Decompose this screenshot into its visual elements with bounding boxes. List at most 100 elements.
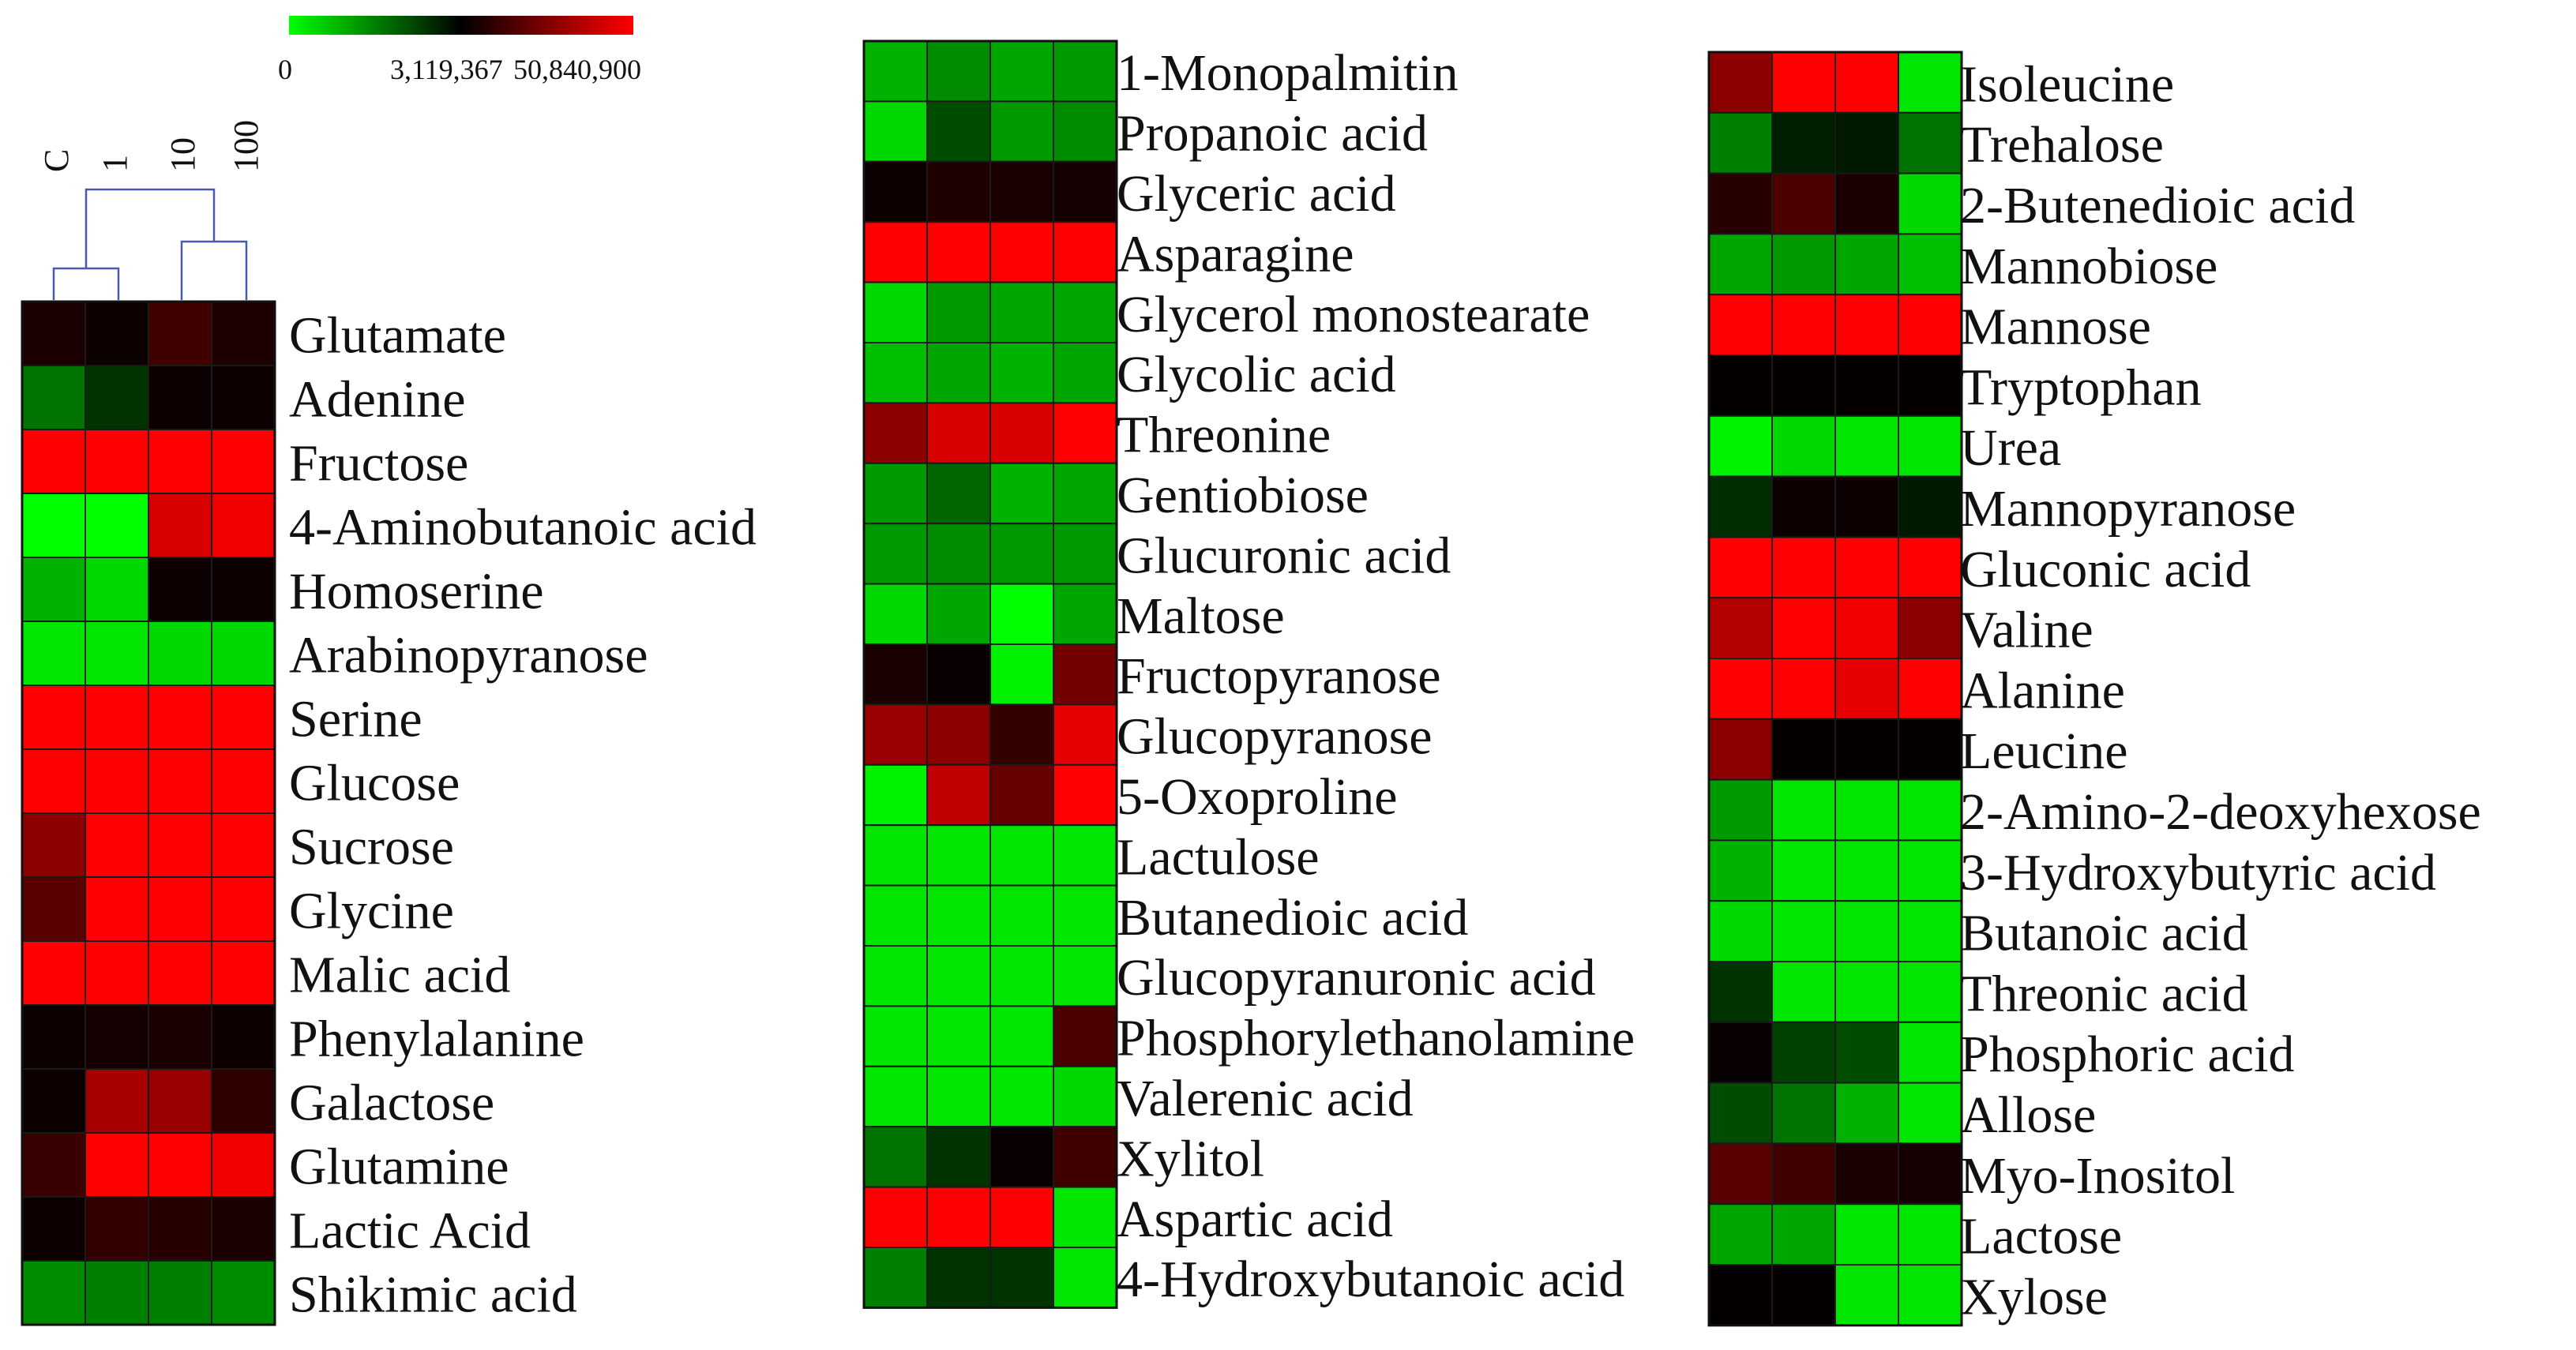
- heatmap-cell-urea-10: [1834, 414, 1899, 478]
- heatmap-cell-alanine-100: [1898, 658, 1962, 720]
- heatmap-cell-shikimic-acid-10: [148, 1260, 212, 1326]
- heatmap-cell-alanine-1: [1771, 658, 1836, 720]
- heatmap-cell-glycerol-monostearate-c: [863, 281, 928, 344]
- heatmap-cell-1-monopalmitin-1: [926, 40, 991, 103]
- heatmap-cell-threonine-100: [1053, 402, 1117, 464]
- heatmap-cell-serine-c: [21, 684, 86, 750]
- row-label-phenylalanine: Phenylalanine: [289, 1011, 584, 1068]
- heatmap-cell-xylitol-100: [1053, 1126, 1117, 1188]
- row-label-asparagine: Asparagine: [1117, 225, 1354, 283]
- heatmap-cell-phosphorylethanolamine-100: [1053, 1005, 1117, 1067]
- heatmap-cell-3-hydroxybutyric-acid-10: [1834, 839, 1899, 902]
- heatmap-cell-glycine-10: [148, 876, 212, 942]
- heatmap-cell-gluconic-acid-100: [1898, 536, 1962, 599]
- heatmap-cell-glycine-100: [211, 876, 276, 942]
- row-label-isoleucine: Isoleucine: [1960, 55, 2174, 113]
- heatmap-cell-xylose-10: [1834, 1264, 1899, 1326]
- heatmap-cell-gentiobiose-1: [926, 462, 991, 525]
- heatmap-cell-myo-inositol-1: [1771, 1142, 1836, 1206]
- heatmap-cell-fructose-10: [148, 429, 212, 494]
- heatmap-cell-galactose-1: [84, 1068, 149, 1134]
- heatmap-cell-glucopyranuronic-acid-10: [989, 945, 1054, 1007]
- heatmap-cell-alanine-10: [1834, 658, 1899, 720]
- row-label-glucopyranose: Glucopyranose: [1117, 708, 1433, 766]
- heatmap-cell-valine-10: [1834, 597, 1899, 660]
- heatmap-cell-butanedioic-acid-100: [1053, 884, 1117, 947]
- heatmap-cell-gluconic-acid-10: [1834, 536, 1899, 599]
- heatmap-cell-2-butenedioic-acid-100: [1898, 172, 1962, 235]
- row-label-butanoic-acid: Butanoic acid: [1960, 905, 2248, 962]
- heatmap-cell-adenine-10: [148, 365, 212, 430]
- heatmap-panel-1: Glutamate Adenine Fructose 4-Aminobutanoic …: [21, 300, 757, 1326]
- heatmap-cell-mannopyranose-100: [1898, 475, 1962, 538]
- row-label-serine: Serine: [289, 691, 422, 748]
- heatmap-cell-glucuronic-acid-10: [989, 523, 1054, 585]
- heatmap-cell-leucine-100: [1898, 718, 1962, 781]
- heatmap-cell-glucopyranuronic-acid-100: [1053, 945, 1117, 1007]
- heatmap-cell-tryptophan-10: [1834, 354, 1899, 417]
- heatmap-cell-myo-inositol-c: [1708, 1142, 1773, 1206]
- heatmap-cell-tryptophan-100: [1898, 354, 1962, 417]
- heatmap-cell-4-aminobutanoic-acid-10: [148, 493, 212, 558]
- heatmap-cell-fructopyranose-c: [863, 643, 928, 706]
- row-label-shikimic-acid: Shikimic acid: [289, 1266, 577, 1324]
- heatmap-cell-1-monopalmitin-10: [989, 40, 1054, 103]
- row-label-3-hydroxybutyric-acid: 3-Hydroxybutyric acid: [1960, 844, 2436, 902]
- heatmap-cell-glucose-c: [21, 748, 86, 814]
- row-label-maltose: Maltose: [1117, 587, 1285, 645]
- colorbar-tick-max: 50,840,900: [513, 54, 641, 85]
- heatmap-cell-isoleucine-1: [1771, 51, 1836, 114]
- heatmap-cell-butanoic-acid-1: [1771, 900, 1836, 962]
- heatmap-cell-phenylalanine-c: [21, 1004, 86, 1070]
- row-label-arabinopyranose: Arabinopyranose: [289, 627, 648, 684]
- row-label-allose: Allose: [1960, 1086, 2096, 1144]
- column-label-100: 100: [227, 120, 265, 172]
- row-label-valine: Valine: [1960, 602, 2093, 659]
- row-label-trehalose: Trehalose: [1960, 116, 2164, 174]
- heatmap-cell-xylitol-1: [926, 1126, 991, 1188]
- heatmap-cell-glucopyranose-c: [863, 703, 928, 766]
- heatmap-cell-mannose-100: [1898, 294, 1962, 357]
- heatmap-cell-glycine-1: [84, 876, 149, 942]
- row-label-lactic-acid: Lactic Acid: [289, 1202, 531, 1260]
- dendrogram: [52, 188, 248, 300]
- row-label-valerenic-acid: Valerenic acid: [1117, 1070, 1414, 1127]
- heatmap-cell-asparagine-c: [863, 221, 928, 283]
- heatmap-cell-valine-100: [1898, 597, 1962, 660]
- heatmap-cell-allose-c: [1708, 1082, 1773, 1145]
- heatmap-cell-maltose-100: [1053, 583, 1117, 645]
- row-label-urea: Urea: [1960, 419, 2061, 477]
- heatmap-cell-2-butenedioic-acid-c: [1708, 172, 1773, 235]
- heatmap-cell-4-hydroxybutanoic-acid-100: [1053, 1247, 1117, 1309]
- heatmap-cell-tryptophan-c: [1708, 354, 1773, 417]
- heatmap-cell-threonic-acid-1: [1771, 961, 1836, 1023]
- column-label-c: C: [37, 149, 76, 172]
- heatmap-cell-propanoic-acid-10: [989, 100, 1054, 163]
- heatmap-cell-glucose-100: [211, 748, 276, 814]
- heatmap-cell-mannopyranose-1: [1771, 475, 1836, 538]
- column-labels: C 1 10 100: [37, 120, 265, 172]
- heatmap-cell-phosphorylethanolamine-10: [989, 1005, 1054, 1067]
- heatmap-cell-xylose-1: [1771, 1264, 1836, 1326]
- heatmap-cell-urea-1: [1771, 414, 1836, 478]
- dendrogram-root: [84, 188, 216, 268]
- row-label-xylitol: Xylitol: [1117, 1130, 1264, 1187]
- row-label-threonine: Threonine: [1117, 407, 1331, 464]
- heatmap-cell-aspartic-acid-1: [926, 1186, 991, 1248]
- heatmap-cell-glucopyranuronic-acid-1: [926, 945, 991, 1007]
- heatmap-cell-butanoic-acid-100: [1898, 900, 1962, 962]
- heatmap-cell-maltose-10: [989, 583, 1054, 645]
- heatmap-cell-tryptophan-1: [1771, 354, 1836, 417]
- heatmap-cell-glycerol-monostearate-1: [926, 281, 991, 344]
- heatmap-cell-fructopyranose-1: [926, 643, 991, 706]
- heatmap-cell-arabinopyranose-c: [21, 621, 86, 686]
- row-label-glycolic-acid: Glycolic acid: [1117, 346, 1396, 403]
- heatmap-cell-mannose-1: [1771, 294, 1836, 357]
- heatmap-cell-butanedioic-acid-1: [926, 884, 991, 947]
- heatmap-cell-glucuronic-acid-1: [926, 523, 991, 585]
- row-label-phosphorylethanolamine: Phosphorylethanolamine: [1117, 1010, 1635, 1067]
- heatmap-cell-valerenic-acid-100: [1053, 1065, 1117, 1128]
- colorbar-tick-min: 0: [278, 54, 292, 85]
- heatmap-cell-aspartic-acid-100: [1053, 1186, 1117, 1248]
